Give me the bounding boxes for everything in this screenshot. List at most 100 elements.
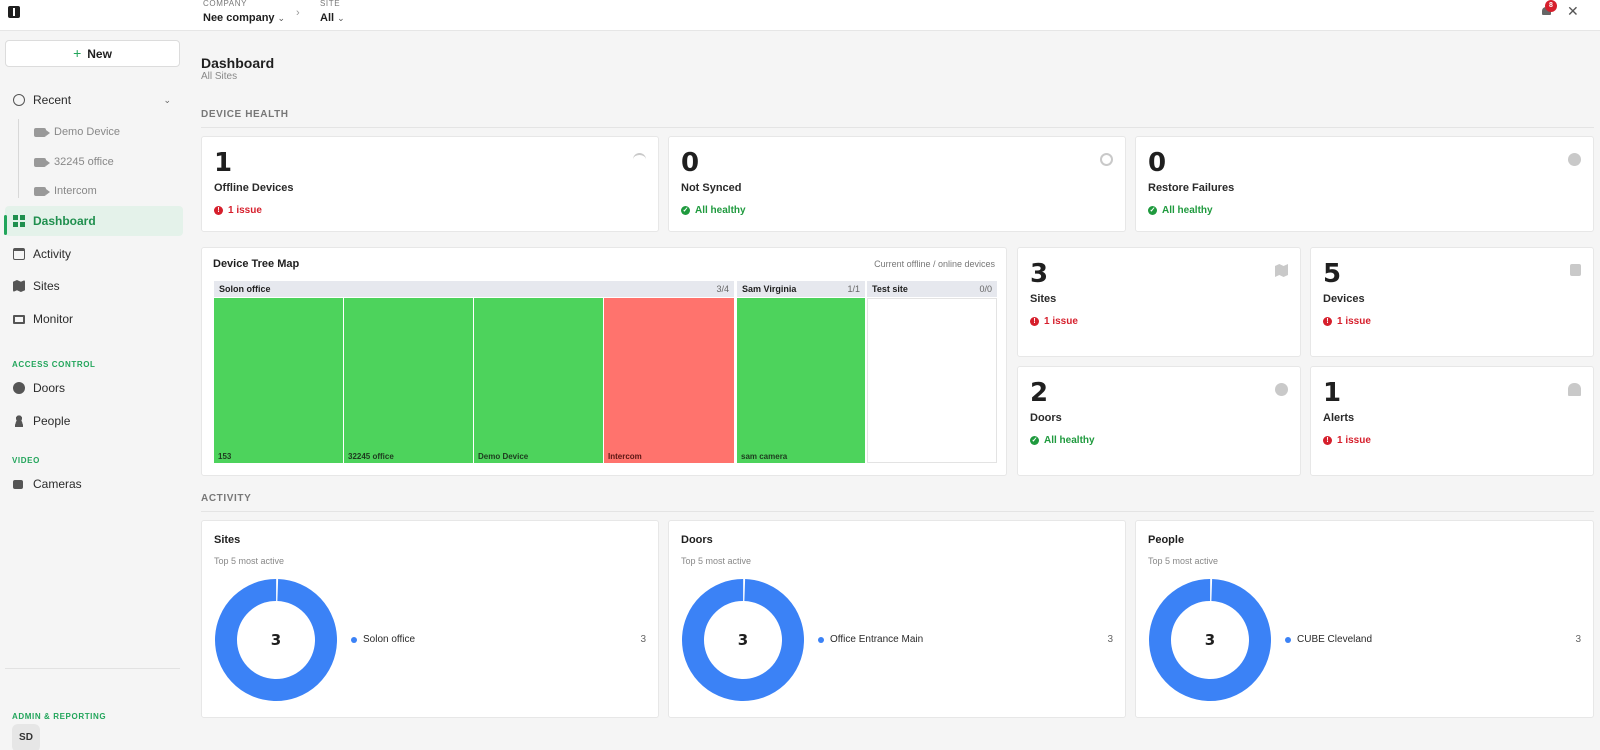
legend-item[interactable]: Office Entrance Main <box>818 634 923 645</box>
avatar[interactable]: SD <box>12 724 40 750</box>
status-text: 1 issue <box>1337 316 1371 327</box>
metric-value: 5 <box>1323 259 1342 289</box>
sidebar-item-label: Dashboard <box>33 214 96 228</box>
sidebar-item-label: Monitor <box>33 312 74 326</box>
legend-label: Solon office <box>363 634 416 645</box>
access-control-heading: ACCESS CONTROL <box>12 360 96 369</box>
donut-total: 3 <box>1204 631 1216 649</box>
chevron-down-icon: ⌄ <box>277 13 286 23</box>
empty-tile <box>867 298 997 463</box>
tree-group-header: Solon office 3/4 <box>214 281 734 297</box>
sidebar-item-recent[interactable]: Recent ⌄ <box>5 85 183 115</box>
divider <box>201 511 1594 512</box>
legend-dot <box>818 636 824 643</box>
alert-circle-icon: ! <box>214 206 223 215</box>
legend-item[interactable]: CUBE Cleveland <box>1285 634 1372 645</box>
device-tile[interactable]: Intercom <box>604 298 734 463</box>
device-tile[interactable]: 153 <box>214 298 343 463</box>
donut-chart[interactable] <box>1148 578 1272 702</box>
company-value: Nee company <box>203 12 275 24</box>
activity-doors-card: Doors Top 5 most active 3 Office Entranc… <box>668 520 1126 718</box>
sidebar-item-cameras[interactable]: Cameras <box>5 469 183 499</box>
device-tile[interactable]: 32245 office <box>344 298 473 463</box>
company-selector[interactable]: COMPANY Nee company ⌄ <box>203 0 285 25</box>
card-title: Doors <box>681 534 713 546</box>
group-count: 0/0 <box>979 284 992 294</box>
door-icon <box>1275 383 1288 396</box>
activity-sites-card: Sites Top 5 most active 3 Solon office 3 <box>201 520 659 718</box>
active-indicator <box>4 215 7 235</box>
tree-line <box>18 119 19 198</box>
device-tile[interactable]: sam camera <box>737 298 865 463</box>
recent-item-label: Intercom <box>54 185 97 197</box>
close-icon[interactable]: ✕ <box>1567 3 1579 19</box>
card-subtitle: Top 5 most active <box>681 556 752 566</box>
devices-card[interactable]: 5 Devices ! 1 issue <box>1310 247 1594 357</box>
metric-value: 2 <box>1030 378 1049 408</box>
metric-label: Alerts <box>1323 412 1355 424</box>
site-selector[interactable]: SITE All ⌄ <box>320 0 345 25</box>
metric-label: Devices <box>1323 293 1365 305</box>
doors-card[interactable]: 2 Doors ✓ All healthy <box>1017 366 1301 476</box>
sidebar-item-label: People <box>33 414 71 428</box>
recent-item[interactable]: Intercom <box>34 181 97 201</box>
alert-circle-icon <box>1568 153 1581 166</box>
donut-chart[interactable] <box>214 578 338 702</box>
alerts-card[interactable]: 1 Alerts ! 1 issue <box>1310 366 1594 476</box>
chevron-down-icon[interactable]: ⌄ <box>163 94 171 105</box>
card-title: People <box>1148 534 1185 546</box>
legend-label: Office Entrance Main <box>830 634 924 645</box>
sidebar-item-dashboard[interactable]: Dashboard <box>5 206 183 236</box>
group-name: Test site <box>872 284 908 294</box>
restore-failures-card[interactable]: 0 Restore Failures ✓ All healthy <box>1135 136 1594 232</box>
not-synced-card[interactable]: 0 Not Synced ✓ All healthy <box>668 136 1126 232</box>
sidebar-item-activity[interactable]: Activity <box>5 239 183 269</box>
new-button-label: New <box>87 47 112 61</box>
site-label: SITE <box>320 0 341 8</box>
legend-dot <box>1285 636 1291 643</box>
metric-value: 0 <box>681 148 700 178</box>
app-logo[interactable] <box>8 6 20 18</box>
camera-icon <box>34 157 50 167</box>
status-text: All healthy <box>1044 435 1095 446</box>
video-heading: VIDEO <box>12 456 40 465</box>
legend-value: 3 <box>640 634 646 645</box>
page-title: Dashboard <box>201 55 275 71</box>
sidebar-item-sites[interactable]: Sites <box>5 271 183 301</box>
device-tile-label: 153 <box>218 452 232 461</box>
device-tile[interactable]: Demo Device <box>474 298 603 463</box>
recent-item[interactable]: 32245 office <box>34 152 114 172</box>
sidebar-item-people[interactable]: People <box>5 406 183 436</box>
status-text: 1 issue <box>1044 316 1078 327</box>
map-icon <box>1275 264 1288 277</box>
sidebar-item-doors[interactable]: Doors <box>5 373 183 403</box>
sites-card[interactable]: 3 Sites ! 1 issue <box>1017 247 1301 357</box>
dashboard-icon <box>13 215 25 227</box>
page-subtitle: All Sites <box>201 71 238 82</box>
calendar-icon <box>13 248 25 260</box>
device-health-heading: DEVICE HEALTH <box>201 109 289 120</box>
offline-devices-card[interactable]: 1 Offline Devices ! 1 issue <box>201 136 659 232</box>
legend-item[interactable]: Solon office <box>351 634 415 645</box>
metric-label: Doors <box>1030 412 1062 424</box>
divider <box>201 127 1594 128</box>
company-label: COMPANY <box>203 0 248 8</box>
metric-label: Offline Devices <box>214 182 294 194</box>
chevron-down-icon: ⌄ <box>337 13 345 23</box>
plus-icon: + <box>73 45 82 61</box>
new-button[interactable]: + New <box>5 40 180 67</box>
bell-icon[interactable] <box>1541 6 1552 17</box>
metric-value: 0 <box>1148 148 1167 178</box>
recent-item[interactable]: Demo Device <box>34 122 120 142</box>
check-circle-icon: ✓ <box>1148 206 1157 215</box>
legend-dot <box>351 636 357 643</box>
status-badge: ! 1 issue <box>1030 316 1078 327</box>
wifi-off-icon <box>633 153 646 166</box>
metric-label: Not Synced <box>681 182 742 194</box>
metric-value: 3 <box>1030 259 1049 289</box>
tree-map-caption: Current offline / online devices <box>874 259 995 269</box>
top-bar: COMPANY Nee company ⌄ › SITE All ⌄ 8 ✕ <box>0 0 1600 31</box>
sidebar-item-monitor[interactable]: Monitor <box>5 304 183 334</box>
metric-value: 1 <box>214 148 233 178</box>
donut-chart[interactable] <box>681 578 805 702</box>
